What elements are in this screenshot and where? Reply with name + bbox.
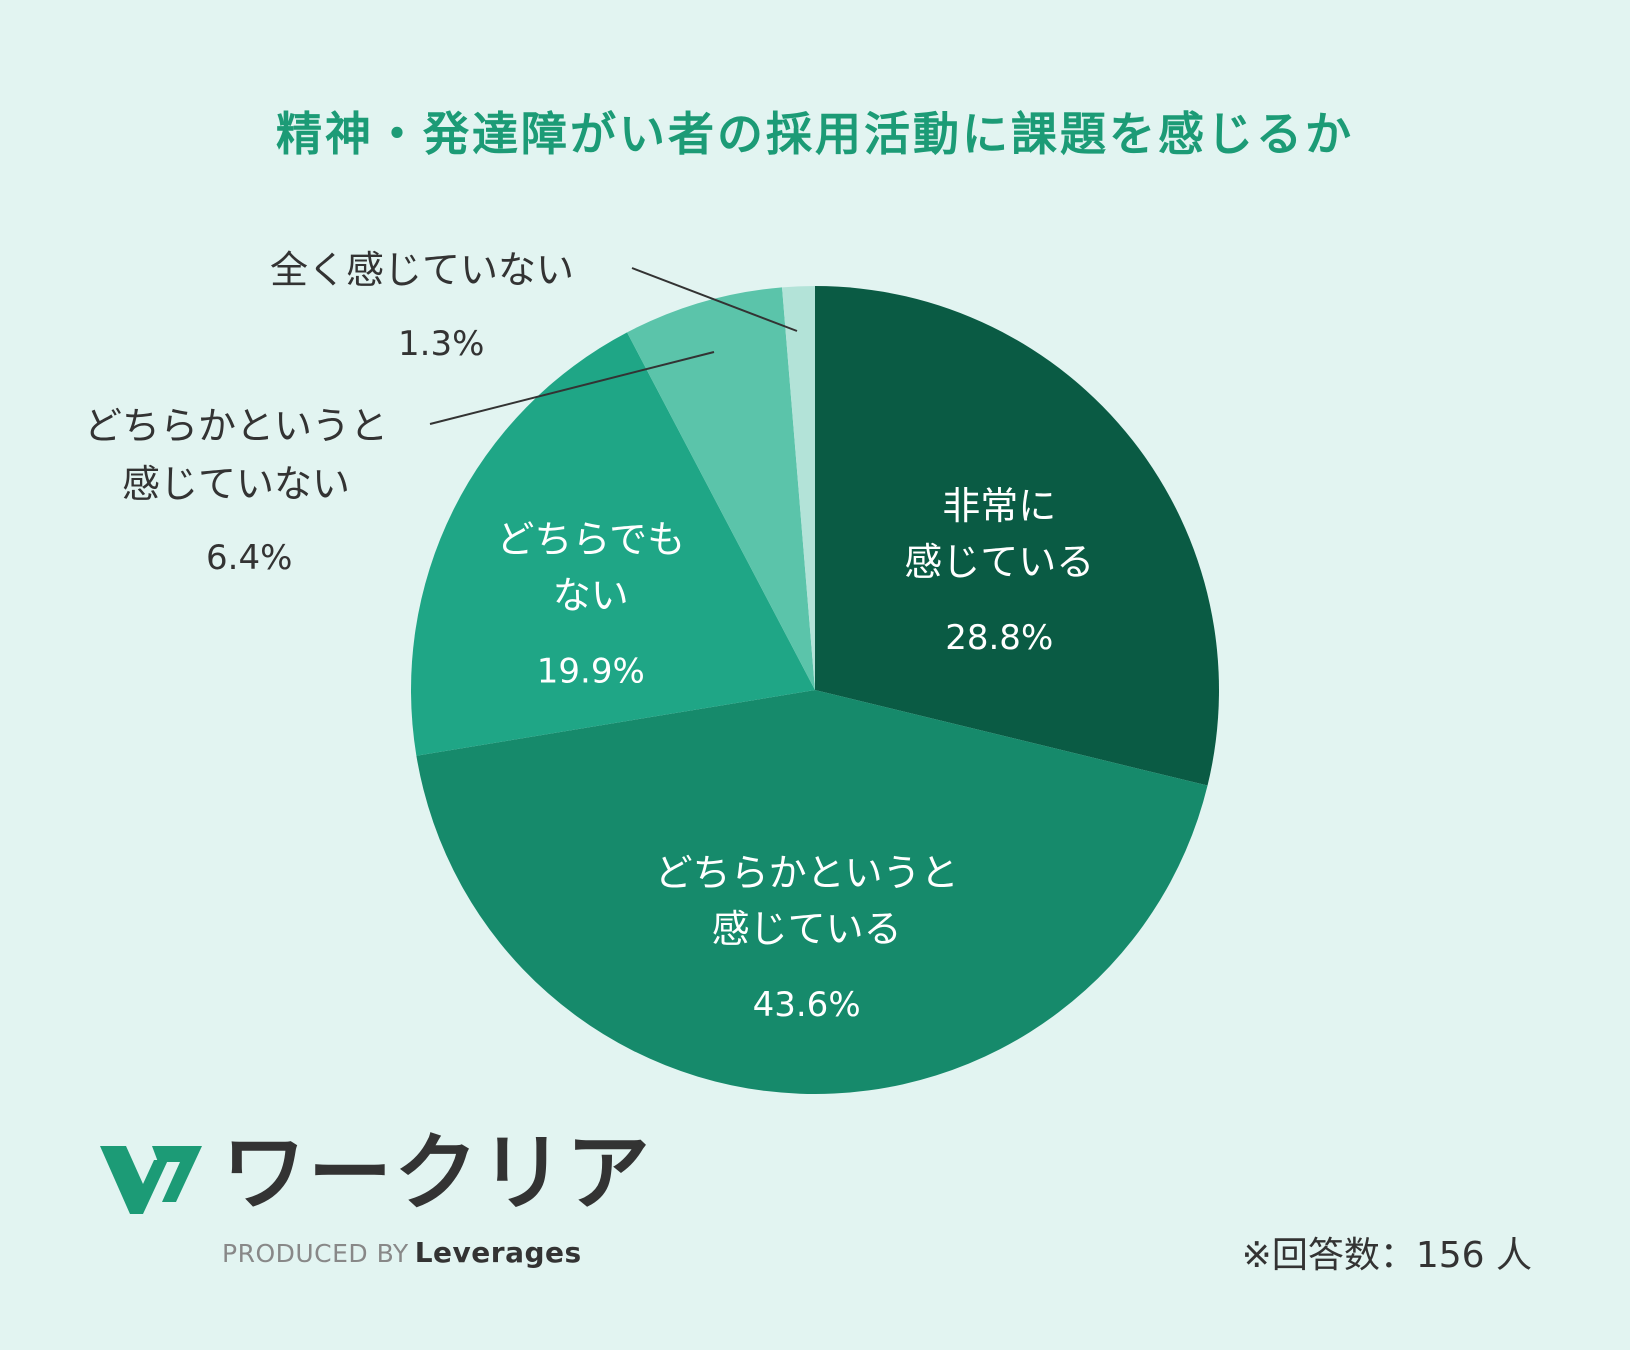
produced-by: PRODUCED BY Leverages — [222, 1236, 582, 1269]
pie-slices — [411, 286, 1220, 1094]
produced-by-text: PRODUCED BY — [222, 1239, 409, 1268]
slice-1-label-line-2: 感じている — [904, 540, 1094, 584]
pie-slice-5 — [782, 286, 815, 690]
leader-line-slice-4 — [429, 351, 715, 425]
logo-text: ワークリア — [222, 1124, 653, 1222]
slice-4-label-line-2: 感じていない — [122, 462, 351, 506]
slice-2-label-line-1: どちらかというと — [655, 851, 959, 895]
slice-1-label-line-1: 非常に — [942, 484, 1056, 528]
slice-3-label-line-1: どちらでも — [496, 517, 685, 561]
response-count-note: ※回答数：156 人 — [1241, 1235, 1532, 1276]
slice-5-label: 全く感じていない — [270, 248, 575, 292]
chart-title: 精神・発達障がい者の採用活動に課題を感じるか — [276, 107, 1354, 161]
slice-2-value: 43.6% — [753, 985, 861, 1025]
slice-2-label-line-2: 感じている — [712, 907, 902, 951]
inner-labels: 非常に感じている28.8%どちらかというと感じている43.6%どちらでもない19… — [496, 484, 1094, 1025]
pie-slice-2 — [416, 690, 1208, 1094]
pie-slice-1 — [815, 286, 1220, 786]
pie-slice-3 — [411, 332, 815, 756]
pie-slice-4 — [627, 287, 815, 690]
slice-1-value: 28.8% — [945, 618, 1053, 658]
slice-3-label-line-2: ない — [553, 573, 629, 617]
slice-4-label-line-1: どちらかというと — [84, 404, 389, 448]
slice-3-value: 19.9% — [537, 651, 645, 691]
slice-5-value: 1.3% — [398, 324, 485, 364]
slice-4-value: 6.4% — [206, 538, 293, 578]
brand-name: Leverages — [414, 1236, 582, 1269]
logo-mark-icon — [100, 1146, 202, 1214]
leader-line-slice-5 — [631, 267, 798, 332]
